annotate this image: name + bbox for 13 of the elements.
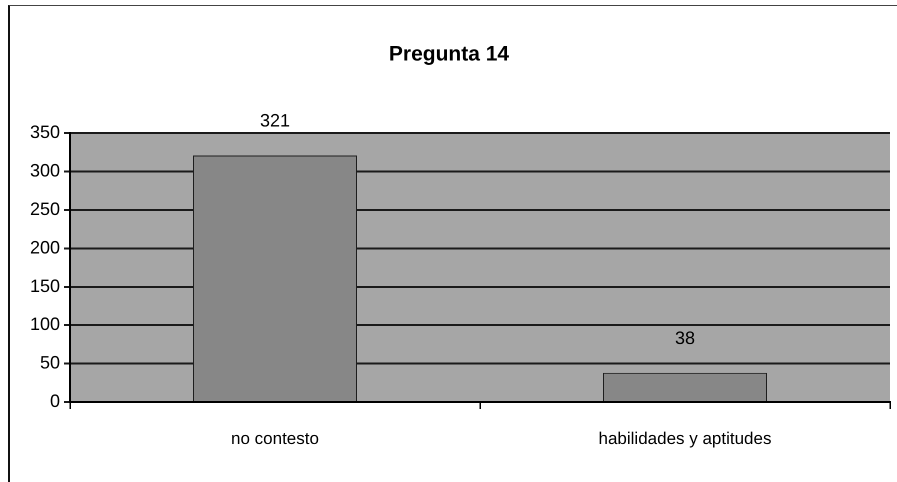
x-tick-label: habilidades y aptitudes: [598, 428, 772, 448]
x-tick-label: no contesto: [231, 428, 319, 448]
y-tick-label: 200: [30, 237, 60, 258]
y-tick-label: 50: [40, 352, 60, 373]
chart-title: Pregunta 14: [388, 42, 510, 66]
data-label: 321: [260, 110, 290, 130]
data-label: 38: [674, 328, 696, 348]
y-tick-label: 0: [50, 390, 60, 411]
y-tick-label: 100: [30, 314, 60, 334]
y-tick-label: 300: [30, 160, 60, 181]
y-tick-label: 250: [30, 198, 60, 219]
y-tick-label: 350: [30, 122, 60, 142]
y-tick-label: 150: [30, 276, 60, 296]
